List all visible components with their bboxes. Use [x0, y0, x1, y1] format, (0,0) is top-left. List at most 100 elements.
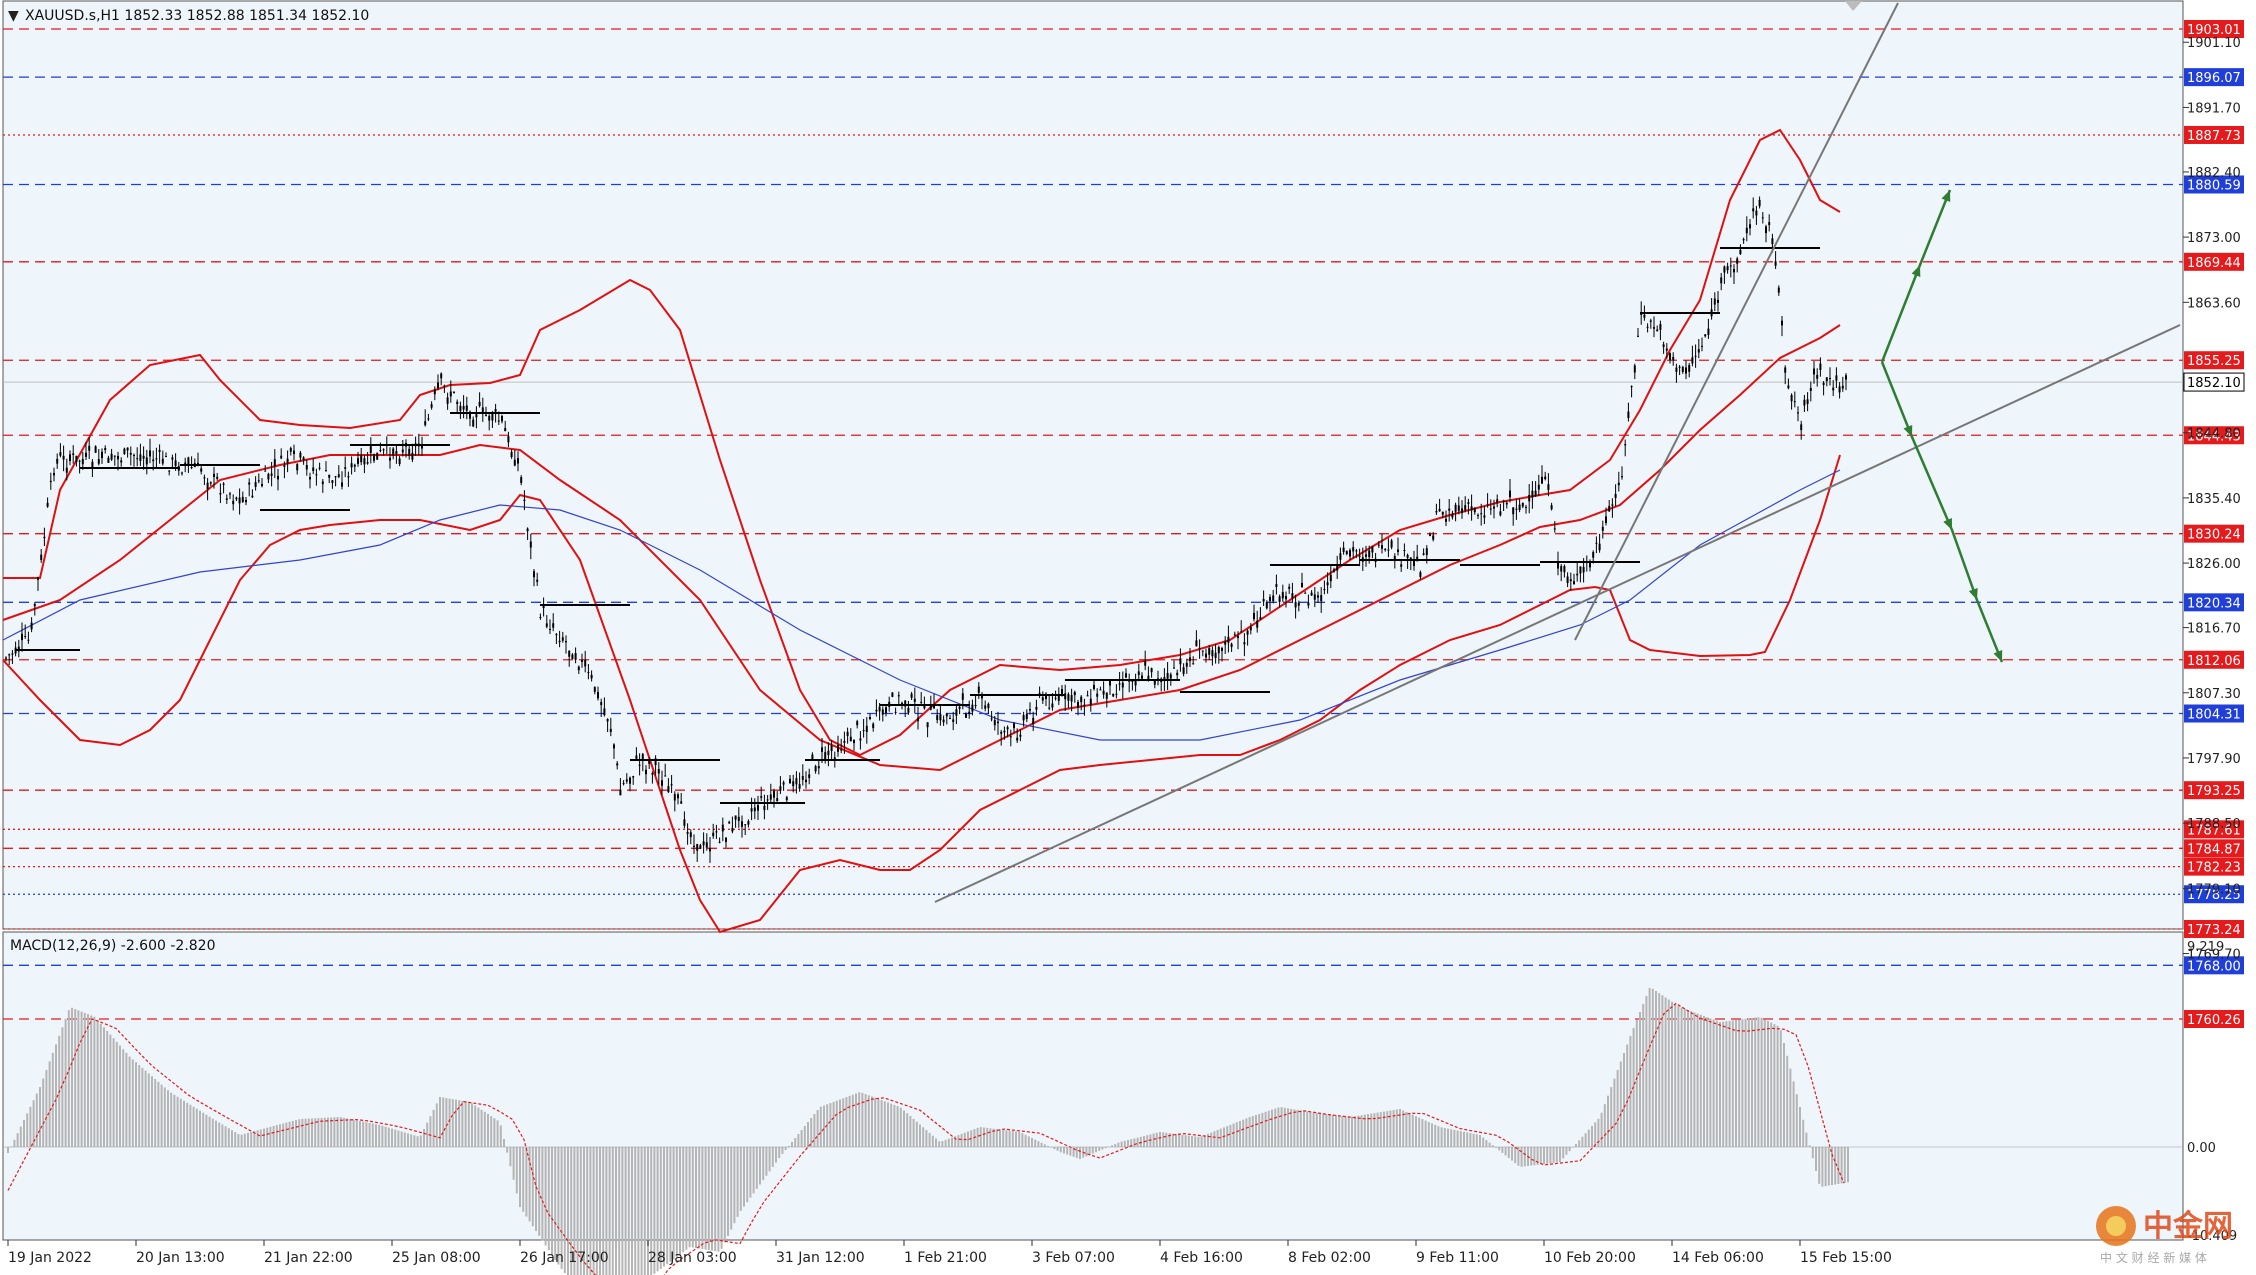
- macd-bar: [202, 1112, 205, 1147]
- candle-body: [1598, 543, 1601, 551]
- candle-body: [1057, 695, 1060, 701]
- candle-body: [318, 467, 321, 469]
- support-trendline[interactable]: [934, 324, 2181, 903]
- macd-bar: [730, 1147, 733, 1230]
- candle-body: [1528, 494, 1531, 502]
- macd-bar: [887, 1102, 889, 1147]
- candle-body: [1694, 355, 1697, 357]
- candle-body: [72, 453, 75, 455]
- candle-body: [1112, 693, 1115, 697]
- candle-body: [69, 454, 71, 461]
- candle-body: [558, 640, 561, 643]
- macd-bar: [1434, 1124, 1437, 1147]
- macd-bar: [1677, 1005, 1680, 1147]
- candle-body: [411, 452, 414, 460]
- macd-bar: [842, 1098, 845, 1147]
- candle-body: [1560, 566, 1563, 572]
- candle-body: [1464, 505, 1467, 511]
- macd-bar: [147, 1073, 150, 1147]
- macd-bar: [1075, 1147, 1078, 1158]
- macd-bar: [1194, 1136, 1197, 1147]
- candle-body: [517, 458, 519, 464]
- candle-body: [779, 786, 782, 791]
- candle-body: [1438, 508, 1441, 512]
- macd-bar: [1079, 1147, 1081, 1159]
- macd-bar: [1271, 1109, 1273, 1147]
- chart-menu-triangle-icon[interactable]: ▼: [8, 8, 19, 24]
- candle-body: [936, 715, 939, 721]
- candle-body: [824, 752, 827, 760]
- macd-bar: [189, 1104, 192, 1147]
- macd-bar: [74, 1009, 77, 1147]
- candle-body: [1800, 424, 1803, 431]
- macd-bar: [1139, 1136, 1142, 1147]
- macd-bar: [784, 1147, 787, 1150]
- macd-bar: [1447, 1128, 1449, 1147]
- candle-body: [53, 472, 55, 476]
- macd-bar: [435, 1103, 438, 1147]
- candle-body: [245, 500, 247, 503]
- macd-bar: [1168, 1133, 1171, 1147]
- macd-bar: [938, 1141, 941, 1147]
- macd-bar: [893, 1104, 896, 1147]
- macd-bar: [400, 1131, 403, 1147]
- steep-trendline[interactable]: [1574, 2, 1899, 641]
- candle-body: [341, 482, 343, 487]
- macd-bar: [1648, 988, 1651, 1147]
- candle-body: [1505, 502, 1508, 505]
- candle-body: [574, 653, 577, 660]
- macd-bar: [810, 1118, 813, 1147]
- macd-bar: [432, 1109, 435, 1147]
- candle-body: [1739, 249, 1742, 255]
- macd-bar: [1376, 1112, 1379, 1147]
- time-label: 31 Jan 12:00: [776, 1250, 865, 1266]
- candle-body: [1083, 704, 1086, 707]
- macd-bar: [1088, 1147, 1091, 1155]
- candle-body: [1262, 598, 1265, 602]
- macd-bar: [1427, 1121, 1430, 1147]
- macd-bar: [1482, 1137, 1485, 1147]
- macd-bar: [1111, 1145, 1113, 1147]
- macd-bar: [1747, 1018, 1750, 1147]
- candle-body: [1816, 374, 1819, 379]
- shift-marker-icon[interactable]: [1845, 1, 1862, 11]
- candle-body: [1582, 566, 1585, 573]
- candle-body: [1368, 550, 1371, 558]
- price-tick-label: 1835.40: [2187, 492, 2241, 507]
- candle-body: [1547, 484, 1550, 490]
- macd-bar: [1693, 1012, 1696, 1147]
- candle-body: [1281, 592, 1284, 599]
- level-price-text: 1896.07: [2187, 71, 2241, 86]
- macd-bar: [999, 1129, 1001, 1147]
- candle-body: [408, 448, 411, 456]
- candle-body: [1534, 490, 1537, 497]
- candle-body: [1086, 695, 1089, 697]
- macd-bar: [1664, 997, 1667, 1147]
- price-tick-label: 1769.70: [2187, 948, 2241, 963]
- candle-body: [443, 385, 446, 387]
- macd-bar: [1450, 1129, 1453, 1147]
- macd-bar: [45, 1069, 48, 1147]
- macd-bar: [455, 1099, 457, 1147]
- candle-body: [725, 837, 727, 843]
- candle-body: [776, 798, 779, 802]
- candle-body: [1803, 399, 1806, 406]
- level-price-tag: [2184, 252, 2244, 271]
- candle-body: [833, 757, 836, 759]
- macd-bar: [1466, 1132, 1469, 1147]
- candle-body: [1781, 320, 1783, 326]
- macd-bar: [1735, 1020, 1737, 1147]
- candle-body: [1400, 564, 1403, 567]
- candle-body: [1297, 602, 1300, 606]
- macd-bar: [906, 1113, 909, 1147]
- macd-plot-area[interactable]: [2, 931, 2184, 1241]
- macd-bar: [1232, 1123, 1235, 1147]
- candle-body: [1105, 692, 1108, 699]
- candle-body: [625, 779, 628, 782]
- level-price-text: 1880.59: [2187, 178, 2241, 193]
- candle-body: [792, 781, 795, 787]
- macd-bar: [128, 1056, 131, 1147]
- drawing-objects[interactable]: [934, 2, 2181, 903]
- candle-body: [200, 468, 203, 472]
